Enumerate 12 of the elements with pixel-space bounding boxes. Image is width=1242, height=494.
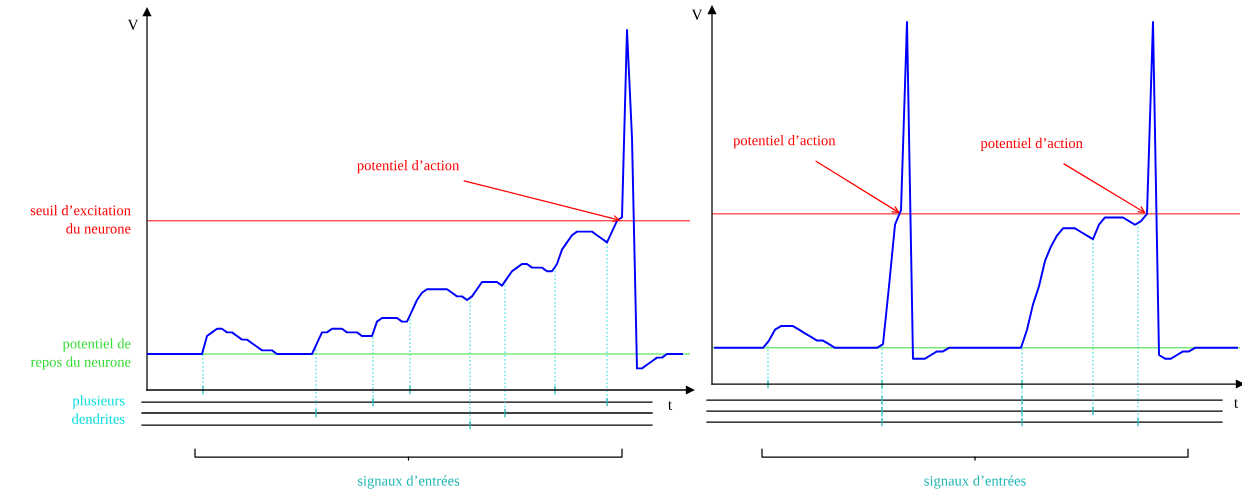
ref-line-label: seuil d’excitation du neurone [30, 205, 131, 234]
annotation: potentiel d’action [733, 135, 836, 149]
text: plusieurs dendrites [72, 395, 125, 424]
annotation: potentiel d’action [357, 160, 460, 174]
x-axis-title: t [1234, 399, 1239, 408]
y-axis-title: V [691, 9, 703, 20]
y-axis-title: V [127, 19, 139, 30]
x-axis-title: t [668, 401, 673, 410]
annotation: potentiel d’action [980, 137, 1083, 152]
ref-line-label: potentiel de repos du neurone [30, 338, 131, 370]
text: signaux d’entrées [924, 475, 1026, 489]
text: signaux d’entrées [357, 475, 460, 489]
